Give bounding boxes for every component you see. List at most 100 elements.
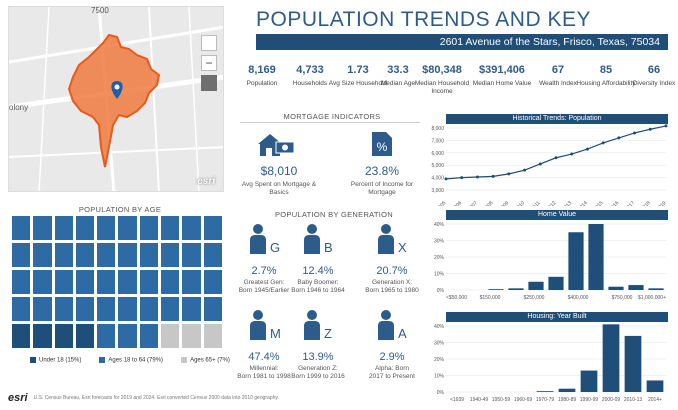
waffle-cell: [182, 270, 201, 294]
waffle-cell: [139, 297, 159, 321]
generation-value: 2.7%: [251, 265, 277, 277]
kpi-item: 4,733 Households: [280, 64, 340, 88]
data-point: [491, 174, 495, 178]
y-tick-label: 0%: [437, 288, 445, 294]
waffle-cell: [182, 243, 201, 267]
person-icon: M: [250, 310, 281, 341]
data-point: [444, 177, 448, 181]
waffle-cell: [75, 216, 95, 240]
x-tick-label: $1,000,000+: [638, 295, 666, 301]
person-icon: B: [304, 224, 333, 255]
map-controls: + −: [201, 35, 217, 91]
waffle-cell: [203, 270, 222, 294]
x-tick-label: 2010: [514, 200, 526, 206]
waffle-cell: [12, 216, 31, 240]
waffle-cell: [139, 324, 159, 348]
footer-source: U.S. Census Bureau, Esri forecasts for 2…: [33, 395, 279, 401]
data-point: [633, 131, 637, 135]
waffle-cell: [54, 216, 73, 240]
home-button[interactable]: [201, 38, 217, 91]
data-point: [585, 147, 589, 151]
kpi-item: 1.73 Avg Size Household: [328, 64, 388, 88]
generation-section-title: POPULATION BY GENERATION: [274, 210, 394, 219]
y-tick-label: 10%: [434, 272, 445, 278]
y-tick-label: 7,000: [431, 138, 444, 144]
generation-item: X 20.7% Generation X: Born 1965 to 1980: [356, 222, 428, 295]
home-value-bar-chart: 0% 10% 20% 30% 40% <$50,000 $150,000 $250,000 $4…: [434, 222, 666, 301]
legend-under18: Under 18 (15%): [30, 357, 81, 364]
zoom-out-button[interactable]: −: [201, 55, 217, 71]
x-tick-label: $250,000: [524, 295, 545, 301]
kpi-item: $391,406 Median Home Value: [472, 64, 532, 88]
home-icon: [204, 38, 214, 48]
bar: [508, 288, 524, 290]
address-bar: 2601 Avenue of the Stars, Frisco, Texas,…: [256, 34, 668, 50]
waffle-cell: [12, 270, 31, 294]
age-waffle-chart: [12, 216, 222, 348]
series-line: [445, 125, 667, 180]
person-icon: X: [378, 224, 407, 255]
x-tick-label: 2019: [655, 200, 667, 206]
kpi-label: Wealth Index: [539, 80, 577, 87]
kpi-item: 8,169 Population: [232, 64, 292, 88]
waffle-cell: [139, 270, 159, 294]
x-tick-label: $750,000: [612, 295, 633, 301]
waffle-cell: [203, 216, 222, 240]
kpi-value: 4,733: [296, 64, 324, 76]
waffle-cell: [33, 270, 52, 294]
data-point: [664, 124, 668, 128]
generation-letter: X: [398, 240, 407, 255]
kpi-value: 1.73: [347, 64, 369, 76]
waffle-cell: [75, 270, 95, 294]
waffle-cell: [97, 243, 116, 267]
y-tick-label: 4,000: [431, 176, 444, 182]
kpi-value: 85: [599, 64, 613, 76]
kpi-value: $391,406: [479, 64, 525, 76]
y-tick-label: 8,000: [431, 126, 444, 132]
mortgage-spent-label: Avg Spent on Mortgage & Basics: [241, 181, 317, 196]
x-tick-label: 1990-99: [580, 397, 599, 403]
x-tick-label: 1970-79: [536, 397, 555, 403]
x-tick-label: 2012: [545, 200, 557, 206]
map-label-left: olony: [9, 103, 29, 112]
generation-item: A 2.9% Alpha: Born 2017 to Present: [356, 308, 428, 381]
waffle-cell: [54, 297, 73, 321]
trade-area-polygon: [67, 33, 161, 168]
waffle-cell: [75, 243, 95, 267]
waffle-cell: [139, 216, 159, 240]
kpi-label: Median Age: [380, 80, 416, 87]
generation-item: Z 13.9% Generation Z: Born 1999 to 2016: [282, 308, 354, 381]
x-tick-label: 2014: [577, 200, 589, 206]
waffle-cell: [161, 243, 180, 267]
data-point: [648, 127, 652, 131]
location-map[interactable]: 7500 olony + − esri: [8, 6, 224, 192]
kpi-value: 67: [551, 64, 565, 76]
kpi-label: Diversity Index: [632, 80, 676, 87]
kpi-label: Households: [292, 80, 328, 87]
bar: [646, 380, 664, 392]
waffle-cell: [12, 324, 31, 348]
location-pin-icon: [111, 81, 123, 99]
bar: [488, 289, 504, 290]
x-tick-label: $400,000: [568, 295, 589, 301]
mortgage-section-title: MORTGAGE INDICATORS: [283, 112, 381, 121]
x-tick-label: 2000-09: [602, 397, 621, 403]
waffle-cell: [203, 243, 222, 267]
x-tick-label: 2018: [640, 200, 652, 206]
generation-item: G 2.7% Greatest Gen: Born 1945/Earlier: [228, 222, 300, 295]
x-tick-label: 1940-49: [470, 397, 489, 403]
bar: [602, 324, 620, 392]
age-legend: Under 18 (15%) Ages 18 to 64 (79%) Ages …: [30, 357, 230, 364]
y-tick-label: 30%: [434, 239, 445, 245]
data-point: [523, 168, 527, 172]
y-tick-label: 6,000: [431, 151, 444, 157]
mortgage-percent: 23.8% Percent of Income for Mortgage: [340, 164, 424, 197]
generation-label: Generation X: Born 1965 to 1980: [365, 279, 419, 294]
waffle-cell: [54, 270, 73, 294]
waffle-cell: [118, 324, 137, 348]
generation-value: 12.4%: [302, 265, 334, 277]
bar: [588, 224, 604, 290]
waffle-cell: [139, 243, 159, 267]
year-built-chart-title: Housing: Year Built: [446, 312, 668, 322]
generation-item: B 12.4% Baby Boomer: Born 1946 to 1964: [282, 222, 354, 295]
